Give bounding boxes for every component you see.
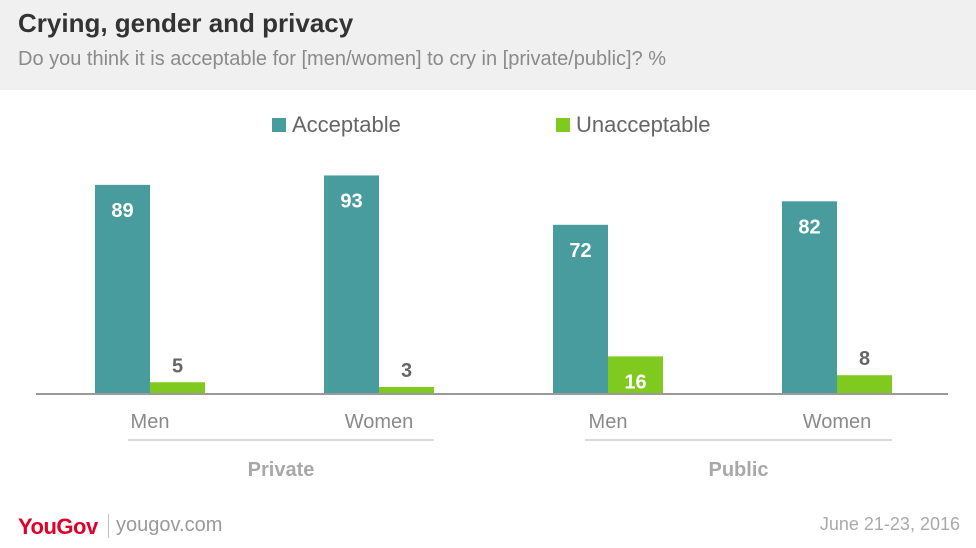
yougov-logo: YouGov bbox=[18, 514, 98, 539]
data-label-acceptable: 93 bbox=[340, 190, 362, 212]
data-label-acceptable: 82 bbox=[798, 216, 820, 238]
bar-acceptable bbox=[95, 184, 150, 394]
data-label-unacceptable: 5 bbox=[172, 355, 183, 377]
data-label-unacceptable: 16 bbox=[624, 371, 646, 393]
chart-subtitle: Do you think it is acceptable for [men/w… bbox=[18, 48, 667, 70]
legend-item-unacceptable: Unacceptable bbox=[556, 112, 711, 138]
x-tick-label: Men bbox=[131, 411, 170, 433]
bar-acceptable bbox=[782, 201, 837, 394]
legend-swatch-acceptable bbox=[272, 118, 286, 132]
bar-chart: 89 93 72 82 5 3 16 8 Men Women Men Women Private Publ… bbox=[36, 175, 948, 481]
data-label-acceptable: 72 bbox=[569, 240, 591, 262]
bar-unacceptable bbox=[608, 356, 663, 394]
legend: Acceptable Unacceptable bbox=[0, 112, 976, 138]
data-label-unacceptable: 8 bbox=[859, 348, 870, 370]
legend-item-acceptable: Acceptable bbox=[272, 112, 401, 138]
x-tick-label: Men bbox=[589, 411, 628, 433]
bar-acceptable bbox=[553, 224, 608, 394]
legend-label-acceptable: Acceptable bbox=[292, 112, 401, 137]
legend-label-unacceptable: Unacceptable bbox=[576, 112, 711, 137]
footer-date: June 21-23, 2016 bbox=[819, 514, 960, 534]
group-label: Private bbox=[248, 459, 315, 481]
legend-swatch-unacceptable bbox=[556, 118, 570, 132]
data-label-unacceptable: 3 bbox=[401, 360, 412, 382]
bar-unacceptable bbox=[150, 382, 205, 394]
x-tick-label: Women bbox=[345, 411, 414, 433]
bar-unacceptable bbox=[379, 386, 434, 394]
data-label-acceptable: 89 bbox=[111, 200, 133, 222]
bar-unacceptable bbox=[837, 375, 892, 394]
bar-acceptable bbox=[324, 175, 379, 394]
header-band: Crying, gender and privacy Do you think … bbox=[0, 0, 976, 90]
group-label: Public bbox=[708, 459, 768, 481]
footer-url: yougov.com bbox=[116, 514, 223, 536]
chart-title: Crying, gender and privacy bbox=[18, 8, 354, 38]
footer-divider bbox=[108, 514, 109, 538]
x-tick-label: Women bbox=[803, 411, 872, 433]
